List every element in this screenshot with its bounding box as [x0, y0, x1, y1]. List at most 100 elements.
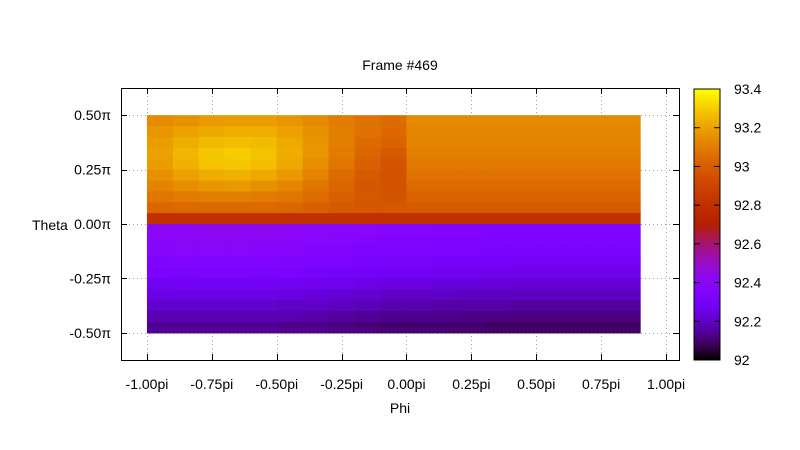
heatmap-cell	[510, 278, 537, 290]
heatmap-cell	[406, 147, 434, 160]
heatmap-cell	[354, 126, 382, 138]
heatmap-cell	[146, 311, 174, 323]
heatmap-cell	[354, 321, 382, 334]
heatmap-cell	[354, 191, 382, 203]
heatmap-cell	[484, 147, 511, 160]
heatmap-cell	[146, 213, 174, 225]
heatmap-cell	[328, 191, 356, 203]
heatmap-cell	[172, 169, 200, 182]
heatmap-cell	[328, 224, 356, 236]
heatmap-cell	[328, 136, 356, 149]
heatmap-cell	[198, 136, 226, 149]
heatmap-cell	[172, 115, 200, 127]
heatmap-cell	[302, 191, 330, 203]
heatmap-cell	[302, 300, 330, 312]
heatmap-cell	[458, 158, 485, 171]
heatmap-cell	[432, 311, 459, 323]
heatmap-cell	[276, 234, 304, 247]
heatmap-cell	[172, 136, 200, 149]
heatmap-cell	[146, 126, 174, 138]
colorbar-ticks	[694, 88, 720, 361]
heatmap-cell	[510, 321, 537, 334]
heatmap-cell	[536, 169, 563, 182]
heatmap-cell	[432, 158, 459, 171]
heatmap-cell	[614, 136, 641, 149]
heatmap-cell	[458, 136, 485, 149]
heatmap-cell	[432, 126, 459, 138]
heatmap-cell	[198, 311, 226, 323]
heatmap-cell	[146, 300, 174, 312]
colorbar-tick-label: 93.4	[734, 81, 761, 97]
heatmap-cell	[302, 126, 330, 138]
heatmap-cell	[146, 224, 174, 236]
heatmap-cell	[432, 147, 459, 160]
heatmap-cell	[302, 115, 330, 127]
heatmap-cell	[276, 256, 304, 269]
heatmap-cell	[380, 267, 408, 279]
colorbar-tick-label: 92.6	[734, 236, 761, 252]
heatmap-cell	[380, 224, 408, 236]
heatmap-cell	[562, 115, 589, 127]
heatmap-cell	[276, 311, 304, 323]
heatmap-cell	[328, 115, 356, 127]
heatmap-cell	[198, 278, 226, 290]
heatmap-cell	[276, 136, 304, 149]
heatmap-cell	[276, 245, 304, 258]
heatmap-cell	[536, 115, 563, 127]
heatmap-cell	[250, 126, 278, 138]
heatmap-cell	[458, 311, 485, 323]
heatmap-cell	[250, 245, 278, 258]
heatmap-cell	[588, 180, 615, 192]
colorbar	[693, 88, 721, 361]
heatmap-cells	[146, 115, 641, 334]
heatmap-cell	[354, 180, 382, 192]
x-tick-label: 0.75pi	[582, 376, 620, 392]
heatmap-cell	[302, 245, 330, 258]
heatmap-cell	[484, 213, 511, 225]
heatmap-cell	[458, 191, 485, 203]
x-tick-label: 0.00pi	[387, 376, 425, 392]
heatmap-cell	[354, 289, 382, 301]
heatmap-cell	[614, 180, 641, 192]
heatmap-cell	[406, 289, 434, 301]
heatmap-cell	[146, 136, 174, 149]
heatmap-cell	[302, 169, 330, 182]
heatmap-cell	[224, 224, 252, 236]
heatmap-cell	[510, 245, 537, 258]
heatmap-cell	[432, 300, 459, 312]
heatmap-cell	[510, 169, 537, 182]
x-tick-label: 0.25pi	[452, 376, 490, 392]
heatmap-cell	[250, 169, 278, 182]
heatmap-cell	[614, 267, 641, 279]
heatmap-cell	[224, 321, 252, 334]
heatmap-cell	[562, 213, 589, 225]
heatmap-cell	[328, 158, 356, 171]
heatmap-cell	[328, 202, 356, 214]
heatmap-cell	[406, 136, 434, 149]
heatmap-cell	[198, 267, 226, 279]
heatmap-cell	[432, 289, 459, 301]
heatmap-cell	[458, 202, 485, 214]
heatmap-cell	[172, 180, 200, 192]
heatmap-cell	[276, 321, 304, 334]
heatmap-cell	[484, 126, 511, 138]
heatmap-cell	[198, 180, 226, 192]
heatmap-cell	[198, 245, 226, 258]
heatmap-cell	[224, 191, 252, 203]
heatmap-cell	[562, 147, 589, 160]
heatmap-cell	[224, 311, 252, 323]
heatmap-cell	[484, 180, 511, 192]
heatmap-cell	[224, 289, 252, 301]
heatmap-cell	[146, 278, 174, 290]
heatmap-cell	[380, 289, 408, 301]
heatmap-cell	[484, 311, 511, 323]
heatmap-cell	[276, 267, 304, 279]
heatmap-cell	[536, 180, 563, 192]
heatmap-cell	[562, 224, 589, 236]
heatmap-cell	[562, 300, 589, 312]
heatmap-cell	[172, 126, 200, 138]
heatmap-cell	[250, 256, 278, 269]
heatmap-cell	[406, 115, 434, 127]
heatmap-cell	[146, 158, 174, 171]
heatmap-cell	[588, 126, 615, 138]
